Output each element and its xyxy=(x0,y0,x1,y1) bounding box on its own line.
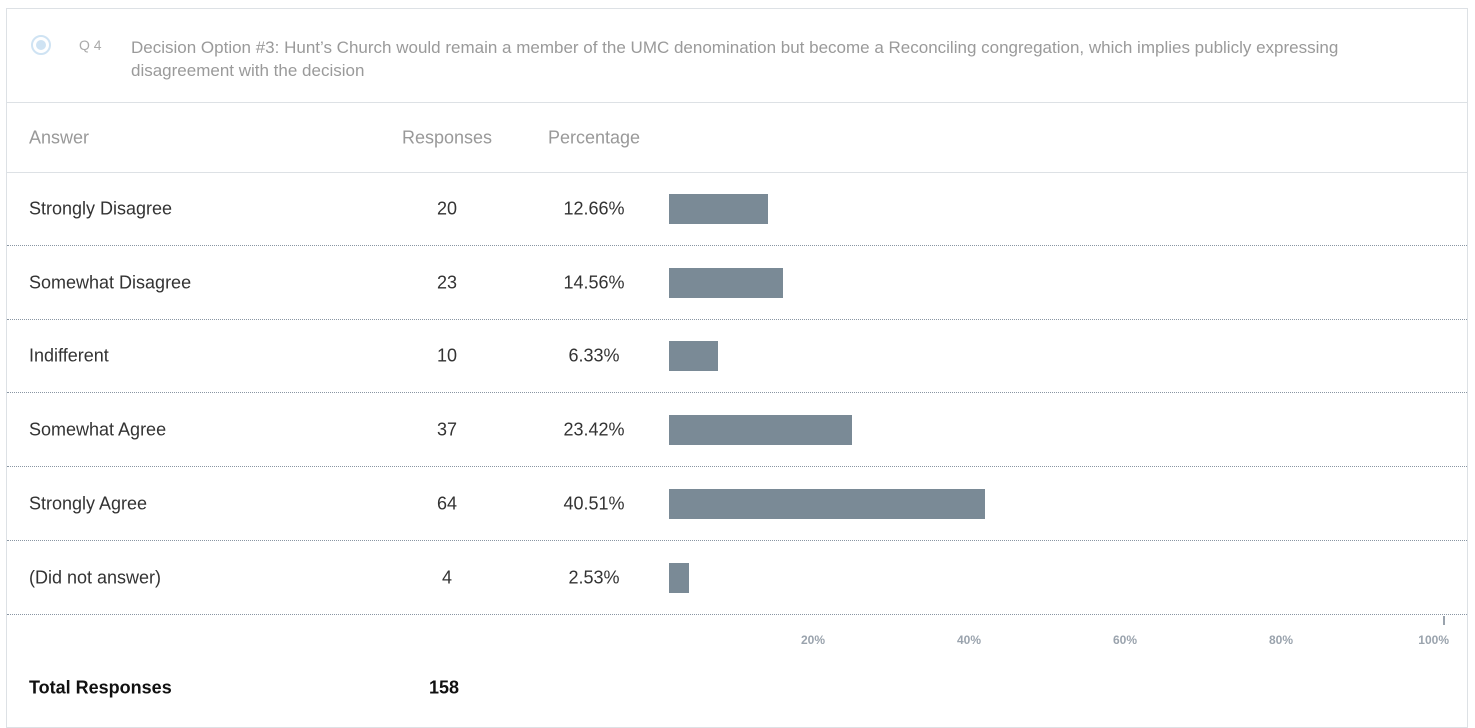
percentage: 2.53% xyxy=(568,567,620,587)
bar xyxy=(669,415,852,446)
bar xyxy=(669,341,719,372)
x-tick-label: 60% xyxy=(1112,633,1137,647)
column-header: Percentage xyxy=(547,127,641,148)
x-tick-label: 20% xyxy=(800,633,825,647)
answer: Somewhat Agree xyxy=(29,419,167,440)
answer: Strongly Disagree xyxy=(29,198,173,219)
answer: Strongly Agree xyxy=(29,493,148,514)
responses: 64 xyxy=(436,493,458,514)
x-tick-label: 40% xyxy=(956,633,981,647)
percentage: 6.33% xyxy=(568,345,620,366)
percentage: 14.56% xyxy=(563,272,625,293)
responses: 23 xyxy=(436,272,458,293)
percentage: 40.51% xyxy=(563,493,625,514)
radio-icon xyxy=(31,35,51,55)
answer: (Did not answer) xyxy=(29,567,162,587)
responses: 37 xyxy=(436,419,458,440)
divider xyxy=(7,102,1467,103)
row-separator xyxy=(7,318,1467,320)
total-value: 158 xyxy=(429,677,460,698)
row-separator xyxy=(7,613,1467,615)
bar xyxy=(669,488,985,519)
row-separator xyxy=(7,539,1467,541)
x-tick-label: 100% xyxy=(1418,633,1449,647)
question-text: Decision Option #3: Hunt’s Church would … xyxy=(131,38,1339,80)
answer: Indifferent xyxy=(29,345,109,366)
bar xyxy=(669,267,783,298)
divider xyxy=(7,172,1467,173)
question-number: Q 4 xyxy=(79,37,102,53)
percentage: 23.42% xyxy=(563,419,625,440)
column-header: Answer xyxy=(29,127,90,148)
question-panel xyxy=(6,8,1468,728)
responses: 4 xyxy=(441,567,453,587)
row-separator xyxy=(7,466,1467,468)
answer: Somewhat Disagree xyxy=(29,272,192,293)
responses: 20 xyxy=(436,198,458,219)
percentage: 12.66% xyxy=(563,198,625,219)
x-tick-label: 80% xyxy=(1268,633,1293,647)
bar xyxy=(669,562,689,593)
total-label: Total Responses xyxy=(29,677,172,698)
row-separator xyxy=(7,245,1467,246)
row-separator xyxy=(7,392,1467,394)
column-header: Responses xyxy=(401,127,493,148)
bar xyxy=(669,194,768,224)
tick-mark xyxy=(1443,616,1445,625)
responses: 10 xyxy=(436,345,458,366)
